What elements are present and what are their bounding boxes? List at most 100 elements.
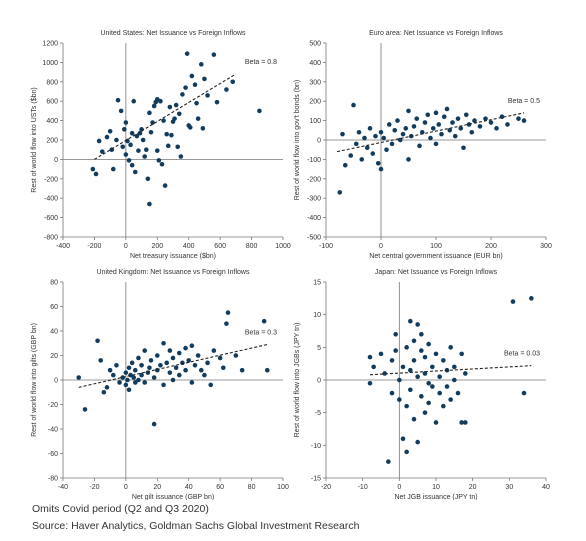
data-point	[195, 116, 201, 121]
data-point	[118, 108, 124, 114]
data-point	[395, 118, 400, 123]
data-point	[469, 129, 475, 135]
data-point	[437, 390, 442, 396]
chart-title: United States: Net Issuance vs Foreign I…	[100, 30, 246, 37]
data-point	[408, 367, 413, 373]
data-point	[167, 370, 173, 375]
data-point	[378, 166, 384, 172]
data-point	[120, 144, 126, 150]
chart-euro-area: Euro area: Net Issuance vs Foreign Inflo…	[294, 30, 552, 260]
x-tick-label: 0	[379, 243, 383, 250]
data-point	[126, 158, 132, 163]
x-tick-label: 100	[277, 484, 289, 491]
x-tick-label: 30	[505, 484, 513, 491]
data-point	[436, 122, 442, 127]
data-point	[129, 130, 135, 136]
data-point	[101, 389, 107, 395]
chart-title: Japan: Net Issuance vs Foreign Inflows	[375, 269, 498, 276]
data-point	[82, 407, 88, 412]
beta-label: Beta = 0.03	[504, 351, 540, 358]
trend-line	[94, 73, 237, 160]
x-tick-label: 100	[430, 243, 442, 250]
data-point	[129, 360, 135, 366]
data-point	[463, 112, 469, 118]
y-tick-label: 200	[46, 138, 58, 145]
data-point	[403, 126, 409, 131]
y-tick-label: 15	[313, 280, 321, 287]
data-point	[455, 116, 461, 121]
data-point	[180, 360, 185, 366]
data-point	[426, 341, 431, 347]
data-point	[458, 126, 464, 131]
data-point	[198, 62, 204, 67]
y-tick-label: -300	[307, 196, 321, 203]
data-point	[167, 104, 173, 110]
data-point	[180, 92, 185, 97]
data-point	[384, 147, 389, 152]
data-point	[452, 377, 457, 383]
data-point	[230, 79, 236, 85]
y-tick-label: 500	[309, 41, 321, 48]
data-point	[433, 110, 439, 116]
data-point	[472, 118, 477, 123]
y-tick-label: 600	[46, 99, 58, 106]
data-point	[452, 364, 457, 370]
data-point	[459, 420, 464, 425]
y-tick-label: 100	[309, 118, 321, 125]
data-point	[136, 355, 141, 361]
data-point	[158, 363, 163, 368]
data-point	[142, 348, 148, 353]
data-point	[411, 124, 417, 129]
data-point	[183, 345, 188, 351]
data-point	[123, 152, 129, 157]
data-point	[121, 127, 127, 132]
trend-line	[336, 112, 525, 153]
data-point	[389, 141, 395, 147]
data-point	[392, 128, 398, 133]
data-point	[170, 355, 176, 361]
y-tick-label: -40	[48, 427, 58, 434]
data-point	[183, 367, 188, 373]
data-point	[425, 112, 431, 118]
data-point	[433, 141, 439, 147]
data-point	[150, 120, 155, 125]
x-tick-label: 0	[397, 484, 401, 491]
data-point	[211, 52, 217, 57]
beta-label: Beta = 0.5	[508, 98, 540, 105]
data-point	[162, 183, 168, 188]
data-point	[397, 397, 402, 402]
y-axis-label: Rest of world flow into USTs ($bn)	[31, 87, 38, 192]
data-point	[373, 133, 378, 139]
data-point	[220, 365, 226, 371]
y-tick-label: -15	[311, 476, 321, 483]
data-point	[154, 148, 160, 153]
source-note: Source: Haver Analytics, Goldman Sachs G…	[32, 520, 360, 532]
data-point	[176, 350, 182, 356]
data-point	[441, 114, 447, 120]
data-point	[110, 166, 116, 172]
y-tick-label: 0	[54, 378, 58, 385]
data-point	[521, 118, 527, 123]
data-point	[147, 110, 152, 116]
data-point	[131, 375, 137, 380]
data-point	[386, 122, 392, 127]
x-tick-label: 400	[183, 243, 195, 250]
data-point	[123, 120, 129, 125]
x-axis-label: Net gilt issuance (GBP bn)	[132, 494, 214, 500]
data-point	[117, 380, 122, 385]
y-tick-label: -400	[44, 196, 58, 203]
data-point	[448, 345, 453, 350]
x-tick-label: 200	[485, 243, 497, 250]
data-point	[257, 108, 262, 114]
x-tick-label: -200	[87, 243, 101, 250]
data-point	[426, 400, 431, 406]
data-point	[224, 321, 229, 326]
data-point	[148, 358, 154, 363]
data-point	[382, 371, 387, 376]
data-point	[367, 380, 373, 386]
data-point	[107, 128, 113, 134]
data-point	[158, 98, 163, 104]
data-point	[261, 318, 267, 324]
data-point	[147, 201, 152, 207]
scatter-figure: United States: Net Issuance vs Foreign I…	[31, 30, 552, 500]
